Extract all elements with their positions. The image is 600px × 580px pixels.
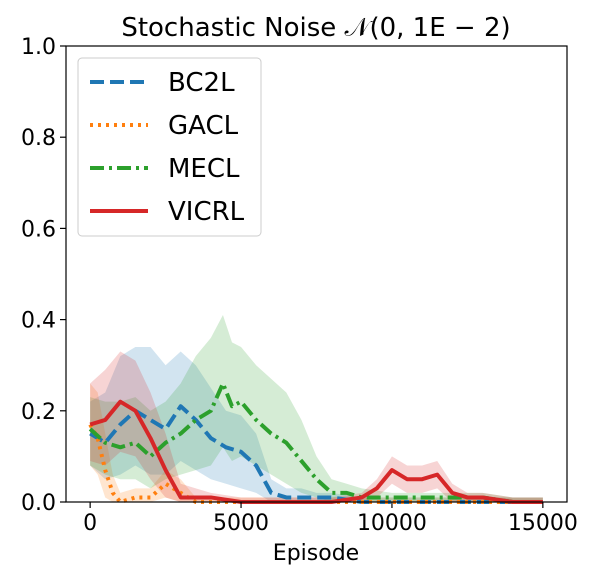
vicrl-band <box>90 351 543 502</box>
chart-title: Stochastic Noise 𝒩(0, 1E − 2) <box>121 13 510 43</box>
legend-label-gacl: GACL <box>168 111 239 141</box>
gacl-band <box>90 383 543 502</box>
x-axis-ticks: 0 5000 10000 15000 <box>83 502 578 536</box>
x-axis-label: Episode <box>273 541 359 566</box>
mecl-line <box>88 381 543 504</box>
legend-label-vicrl: VICRL <box>168 197 245 227</box>
y-tick-label: 1.0 <box>21 35 56 60</box>
y-tick-label: 0.2 <box>21 400 56 425</box>
y-tick-label: 0.6 <box>21 217 56 242</box>
y-tick-label: 0.4 <box>21 309 56 334</box>
x-tick-label: 10000 <box>357 511 427 536</box>
plot-frame <box>65 45 568 503</box>
y-tick-label: 0.0 <box>21 491 56 516</box>
bc2l-band <box>90 346 543 502</box>
mecl-band <box>90 315 543 502</box>
confidence-bands <box>90 315 543 502</box>
legend-frame <box>77 57 262 237</box>
x-tick-label: 5000 <box>213 511 269 536</box>
legend-label-bc2l: BC2L <box>168 68 235 98</box>
x-tick-label: 0 <box>83 511 97 536</box>
x-tick-label: 15000 <box>508 511 578 536</box>
y-tick-label: 0.8 <box>21 126 56 151</box>
y-axis-ticks: 0.0 0.2 0.4 0.6 0.8 1.0 <box>21 35 66 516</box>
legend-label-mecl: MECL <box>168 154 240 184</box>
gacl-line <box>88 423 543 504</box>
legend: BC2L GACL MECL VICRL <box>77 57 262 237</box>
